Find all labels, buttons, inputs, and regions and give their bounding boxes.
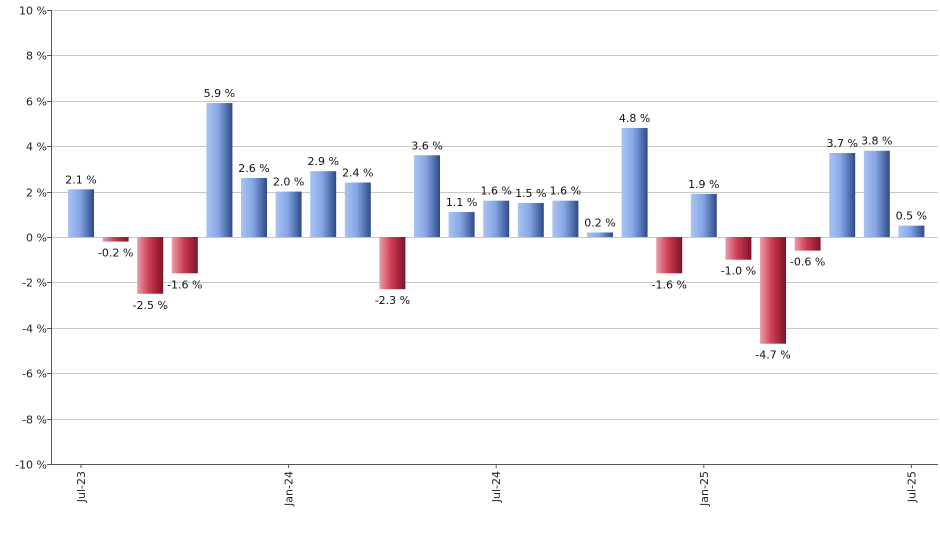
y-tick-label: 2 % <box>26 187 47 200</box>
data-label: 2.9 % <box>307 155 338 168</box>
data-label: -4.7 % <box>755 349 790 362</box>
data-label: 3.8 % <box>861 135 892 148</box>
data-label: -1.0 % <box>721 265 756 278</box>
bar-aug-23 <box>102 237 129 242</box>
bar-oct-23 <box>171 237 198 274</box>
data-label: 1.9 % <box>688 178 719 191</box>
bar-apr-25 <box>794 237 821 251</box>
axes: -10 % -8 % -6 % -4 % -2 % 0 % 2 % 4 % 6 % 8 % 10 %… <box>15 5 938 507</box>
data-label: -1.6 % <box>167 278 202 291</box>
y-tick-label: -10 % <box>15 459 47 472</box>
bar-feb-25 <box>725 237 752 260</box>
data-label: 3.7 % <box>826 137 857 150</box>
bar-aug-24 <box>517 202 544 237</box>
bar-dec-23 <box>241 177 267 237</box>
gridlines <box>51 10 938 465</box>
x-tick-label: Jul-24 <box>490 471 503 503</box>
data-label: 1.6 % <box>550 185 581 198</box>
data-label: -2.3 % <box>375 294 410 307</box>
y-tick-label: 10 % <box>19 5 47 18</box>
bar-mar-24 <box>344 182 371 237</box>
data-label: 2.0 % <box>273 176 304 189</box>
y-tick-label: 4 % <box>26 141 47 154</box>
bar-jan-25 <box>690 193 717 237</box>
bar-sep-23 <box>137 237 164 294</box>
data-label: 0.2 % <box>584 216 615 229</box>
bar-jul-24 <box>483 200 510 237</box>
bar-apr-24 <box>379 237 406 290</box>
x-tick-label: Jan-25 <box>698 471 711 507</box>
y-tick-label: -6 % <box>22 368 47 381</box>
bar-feb-24 <box>310 171 337 237</box>
data-label: 2.6 % <box>238 162 269 175</box>
bar-jul-23 <box>68 189 94 237</box>
y-tick-label: 8 % <box>26 50 47 63</box>
y-tick-label: 0 % <box>26 232 47 245</box>
data-label: -0.6 % <box>790 256 825 269</box>
y-tick-label: 6 % <box>26 96 47 109</box>
x-tick-label: Jan-24 <box>283 471 296 507</box>
data-label: 1.5 % <box>515 187 546 200</box>
bar-mar-25 <box>760 237 786 344</box>
data-label: 0.5 % <box>896 210 927 223</box>
data-labels: 2.1 %-0.2 %-2.5 %-1.6 %5.9 %2.6 %2.0 %2.… <box>65 87 927 362</box>
y-tick-label: -8 % <box>22 414 47 427</box>
data-label: -0.2 % <box>98 247 133 260</box>
data-label: -1.6 % <box>651 278 686 291</box>
data-label: 1.6 % <box>480 185 511 198</box>
y-tick-label: -2 % <box>22 277 47 290</box>
bar-oct-24 <box>587 232 613 237</box>
x-tick-label: Jul-25 <box>905 471 918 503</box>
bar-jan-24 <box>275 191 302 237</box>
bar-nov-24 <box>621 128 648 237</box>
data-label: 3.6 % <box>411 139 442 152</box>
data-label: 2.1 % <box>65 173 96 186</box>
bar-sep-24 <box>552 200 579 237</box>
bar-may-24 <box>414 155 440 237</box>
y-tick-label: -4 % <box>22 323 47 336</box>
data-label: -2.5 % <box>132 299 167 312</box>
bar-nov-23 <box>206 103 233 237</box>
bar-jun-24 <box>448 212 475 237</box>
bars <box>68 103 925 344</box>
data-label: 1.1 % <box>446 196 477 209</box>
data-label: 2.4 % <box>342 167 373 180</box>
data-label: 4.8 % <box>619 112 650 125</box>
bar-dec-24 <box>656 237 683 274</box>
bar-jun-25 <box>863 150 890 237</box>
x-tick-label: Jul-23 <box>75 471 88 503</box>
bar-jul-25 <box>898 225 925 237</box>
bar-may-25 <box>829 153 856 237</box>
data-label: 5.9 % <box>204 87 235 100</box>
